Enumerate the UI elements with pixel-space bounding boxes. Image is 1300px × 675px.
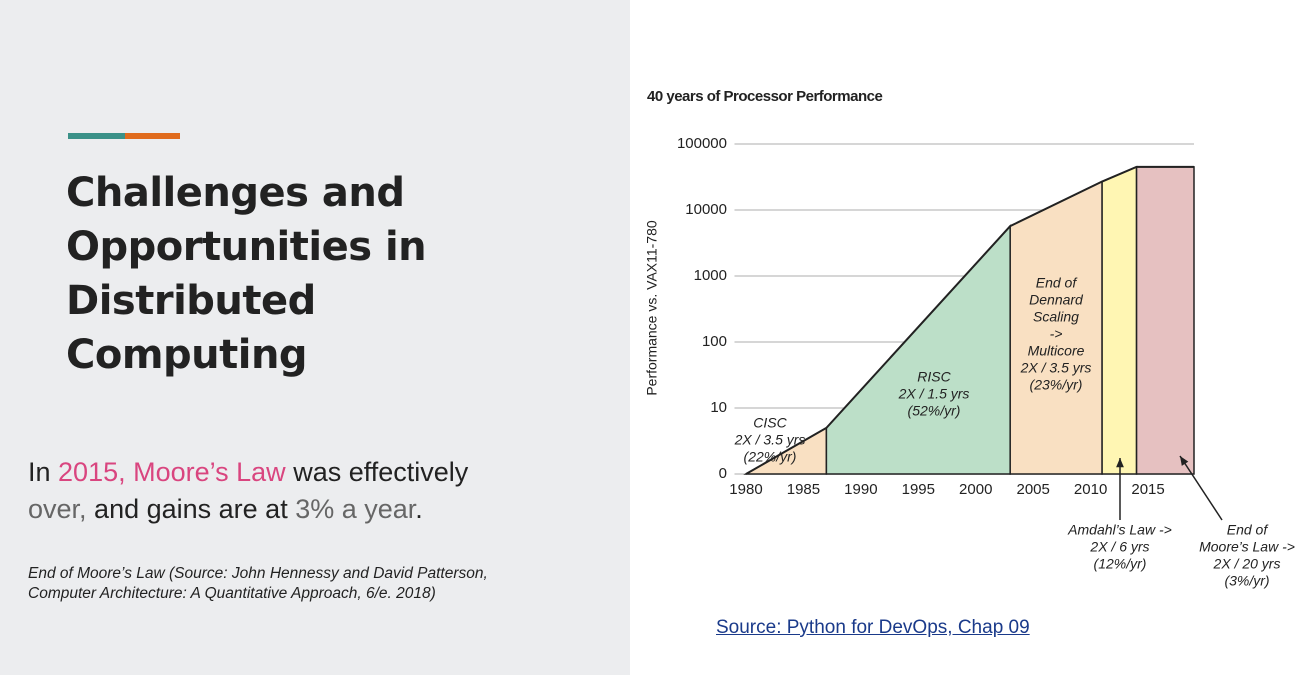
region-label: Moore’s Law -> [1199, 539, 1295, 555]
region-label: CISC [753, 415, 787, 431]
body-segment: 2015, Moore’s Law [58, 457, 286, 487]
title-line: Challenges and [66, 170, 405, 216]
y-tick-label: 10000 [685, 201, 727, 218]
body-segment: 3% a year [295, 494, 416, 524]
slide-title: Challenges and Opportunities in Distribute… [66, 166, 427, 382]
x-tick-label: 2000 [959, 481, 992, 498]
region-label: 2X / 20 yrs [1213, 556, 1281, 572]
caption-line: Computer Architecture: A Quantitative Ap… [28, 585, 436, 602]
region-label: Scaling [1033, 309, 1079, 325]
x-tick-label: 1995 [902, 481, 935, 498]
arrow-head [1180, 456, 1189, 466]
body-text: In 2015, Moore’s Law was effectively over… [28, 454, 468, 528]
body-line: over, and gains are at 3% a year. [28, 491, 468, 528]
x-tick-label: 1980 [729, 481, 762, 498]
region [825, 224, 1011, 475]
region-label: Amdahl’s Law -> [1067, 522, 1172, 538]
y-tick-label: 100 [702, 333, 727, 350]
body-segment: was effectively [285, 457, 469, 487]
y-tick-label: 0 [719, 465, 727, 482]
x-tick-label: 1990 [844, 481, 877, 498]
region-label: RISC [917, 369, 951, 385]
accent-bar [125, 133, 180, 139]
region [1101, 165, 1138, 475]
region-label: Multicore [1028, 343, 1085, 359]
source-link[interactable]: Source: Python for DevOps, Chap 09 [716, 617, 1030, 638]
region-label: 2X / 1.5 yrs [898, 386, 970, 402]
x-tick-label: 2005 [1016, 481, 1049, 498]
body-segment: and gains are at [86, 494, 296, 524]
region-label: End of [1036, 275, 1079, 291]
region-label: (23%/yr) [1030, 377, 1083, 393]
body-segment: . [415, 494, 423, 524]
region-label: (22%/yr) [744, 449, 797, 465]
y-tick-label: 100000 [677, 135, 727, 152]
region-label: (12%/yr) [1094, 556, 1147, 572]
caption: End of Moore’s Law (Source: John Henness… [28, 564, 488, 604]
x-tick-label: 2015 [1131, 481, 1164, 498]
region-label: (52%/yr) [908, 403, 961, 419]
y-axis-label: Performance vs. VAX11-780 [644, 220, 660, 396]
y-tick-label: 10 [710, 399, 727, 416]
region-label: 2X / 3.5 yrs [734, 432, 806, 448]
arrow-shaft [1179, 455, 1223, 521]
x-tick-label: 2010 [1074, 481, 1107, 498]
body-segment: In [28, 457, 59, 487]
chart-title: 40 years of Processor Performance [647, 88, 882, 105]
x-tick-label: 1985 [787, 481, 820, 498]
region-label: 2X / 6 yrs [1089, 539, 1149, 555]
body-segment: over, [28, 494, 87, 524]
arrow-head [1116, 458, 1124, 468]
region [1135, 166, 1195, 475]
region-label: End of [1227, 522, 1270, 538]
accent-bar [68, 133, 125, 139]
performance-line [745, 165, 1194, 475]
title-line: Computing [66, 332, 308, 378]
body-line: In 2015, Moore’s Law was effectively [28, 454, 468, 491]
region-label: Dennard [1029, 292, 1084, 308]
left-panel: Challenges and Opportunities in Distribute… [0, 0, 630, 675]
region-label: 2X / 3.5 yrs [1020, 360, 1092, 376]
region-label: -> [1050, 326, 1063, 342]
region-label: (3%/yr) [1224, 573, 1269, 589]
caption-line: End of Moore’s Law (Source: John Henness… [28, 565, 488, 582]
title-line: Opportunities in [66, 224, 427, 270]
y-tick-label: 1000 [694, 267, 727, 284]
title-line: Distributed [66, 278, 316, 324]
